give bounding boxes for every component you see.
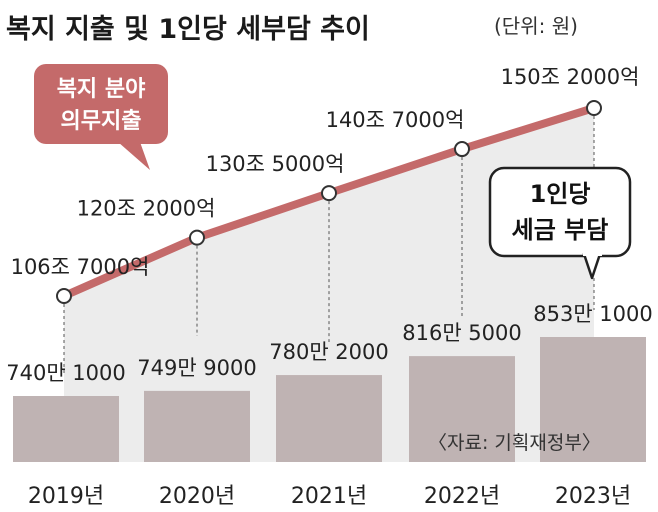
- point-2019년: [56, 288, 72, 304]
- line-value-labels: 106조 7000억 120조 2000억 130조 5000억 140조 7000억…: [11, 65, 640, 279]
- callout-welfare-line1: 복지 분야: [57, 77, 146, 102]
- point-2023년: [586, 100, 602, 116]
- chart-title: 복지 지출 및 1인당 세부담 추이: [6, 14, 370, 45]
- x-axis-labels: 2019년 2020년 2021년 2022년 2023년: [28, 484, 631, 509]
- point-2020년: [189, 229, 205, 246]
- bar-2022년: [409, 356, 515, 462]
- callout-welfare-line2: 의무지출: [61, 109, 142, 134]
- x-tick-label: 2022년: [424, 484, 500, 509]
- bar-value-label: 780만 2000: [269, 340, 389, 364]
- line-value-label: 140조 7000억: [326, 108, 465, 132]
- line-value-label: 120조 2000억: [77, 197, 216, 221]
- unit-label: (단위: 원): [494, 14, 578, 38]
- bar-2021년: [276, 375, 382, 462]
- line-value-label: 130조 5000억: [206, 152, 345, 176]
- callout-welfare-spending: 복지 분야 의무지출: [34, 64, 168, 170]
- source-label: 〈자료: 기획재정부〉: [428, 432, 601, 454]
- callout-tax-line2: 세금 부담: [512, 216, 609, 244]
- bar-value-labels: 740만 1000 749만 9000 780만 2000 816만 5000 853만…: [6, 302, 653, 385]
- bar-group: [13, 337, 646, 462]
- bar-2019년: [13, 396, 119, 462]
- line-value-label: 106조 7000억: [11, 255, 150, 279]
- x-tick-label: 2021년: [291, 484, 367, 509]
- bar-2020년: [144, 390, 250, 462]
- callout-tax-burden: 1인당 세금 부담: [488, 166, 632, 280]
- point-2021년: [321, 185, 337, 202]
- bar-2023년: [540, 337, 646, 462]
- line-value-label: 150조 2000억: [501, 65, 640, 89]
- bar-value-label: 853만 1000: [533, 302, 653, 326]
- bar-value-label: 740만 1000: [6, 361, 126, 385]
- line-points: [56, 100, 602, 304]
- callout-tax-line1: 1인당: [530, 180, 591, 208]
- bar-value-label: 749만 9000: [137, 356, 257, 380]
- bar-value-label: 816만 5000: [402, 321, 522, 345]
- x-tick-label: 2019년: [28, 484, 104, 509]
- x-tick-label: 2023년: [555, 484, 631, 509]
- point-2022년: [454, 141, 470, 158]
- x-tick-label: 2020년: [159, 484, 235, 509]
